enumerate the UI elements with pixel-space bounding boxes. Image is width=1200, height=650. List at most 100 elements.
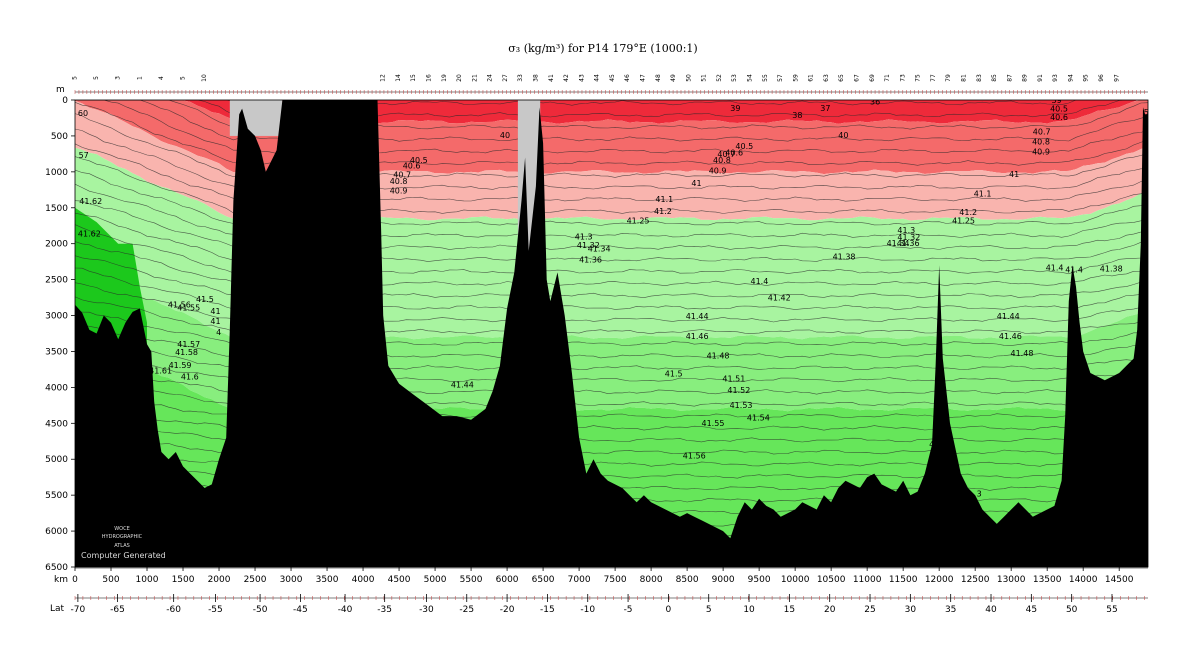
station-label: 10	[201, 74, 208, 82]
distance-tick-label: 8500	[676, 575, 699, 585]
station-label: 5	[180, 76, 187, 80]
latitude-tick-label: 15	[784, 605, 795, 615]
depth-tick-label: 4500	[45, 419, 68, 429]
latitude-tick-label: -25	[459, 605, 474, 615]
station-label: 69	[869, 74, 876, 82]
depth-tick-label: 5500	[45, 491, 68, 501]
computer-generated-label: Computer Generated	[81, 551, 166, 560]
distance-tick-label: 3500	[316, 575, 339, 585]
distance-tick-label: 1500	[172, 575, 195, 585]
woce-logo-line-1: WOCE	[114, 526, 130, 532]
distance-tick-label: 4000	[352, 575, 375, 585]
contour-label: 40	[500, 131, 510, 140]
contour-label: 41.54	[747, 413, 770, 422]
contour-label: 41.46	[686, 332, 709, 341]
contour-label: 41.4	[751, 277, 769, 286]
contour-label: 41.44	[686, 312, 709, 321]
station-label: 77	[930, 74, 937, 82]
station-label: 12	[380, 74, 387, 82]
distance-tick-label: 2000	[208, 575, 231, 585]
contour-label: 41.59	[169, 361, 192, 370]
station-label: 21	[471, 74, 478, 82]
contour-label: 41	[210, 307, 220, 316]
contour-label: 60	[78, 109, 88, 118]
latitude-tick-label: -45	[293, 605, 308, 615]
contour-label: 41.32	[897, 233, 920, 242]
contour-label: 40.6	[403, 161, 421, 170]
distance-tick-label: 12500	[961, 575, 990, 585]
latitude-tick-label: -15	[540, 605, 555, 615]
contour-label: 41.36	[579, 255, 602, 264]
station-label: 54	[747, 74, 754, 82]
distance-tick-label: 5500	[460, 575, 483, 585]
contour-label: 41.3	[575, 232, 593, 241]
contour-label: 41.51	[722, 375, 745, 384]
distance-tick-label: 9500	[748, 575, 771, 585]
station-label: 65	[838, 74, 845, 82]
station-label: 45	[609, 74, 616, 82]
contour-label: 40.9	[390, 186, 408, 195]
station-label: 5	[71, 76, 78, 80]
contour-label: 41.4	[1065, 265, 1083, 274]
bathymetry	[75, 100, 1148, 567]
latitude-tick-label: 0	[666, 605, 672, 615]
depth-tick-label: 1500	[45, 204, 68, 214]
depth-tick-label: 5000	[45, 455, 68, 465]
station-label: 50	[685, 74, 692, 82]
contour-label: 40.6	[1050, 113, 1068, 122]
depth-tick-label: 500	[51, 132, 68, 142]
contour-label: 41.52	[727, 386, 750, 395]
contour-label: 40.5	[410, 156, 428, 165]
station-label: 89	[1022, 74, 1029, 82]
station-label: 53	[731, 74, 738, 82]
station-label: 16	[426, 74, 433, 82]
contour-label: 41.57	[177, 340, 200, 349]
station-label: 44	[594, 74, 601, 82]
latitude-tick-label: -10	[580, 605, 595, 615]
depth-unit-label: m	[56, 85, 65, 95]
contour-label: 40.8	[390, 177, 408, 186]
distance-unit-label: km	[54, 575, 68, 585]
station-label: 57	[777, 74, 784, 82]
contour-label: 40.8	[1032, 138, 1050, 147]
distance-tick-label: 10500	[817, 575, 846, 585]
contour-label: 40.5	[1050, 105, 1068, 114]
station-label: 5	[93, 76, 100, 80]
latitude-tick-label: -35	[377, 605, 392, 615]
contour-label: 41.55	[177, 304, 200, 313]
latitude-tick-label: 30	[905, 605, 917, 615]
latitude-tick-label: -20	[500, 605, 515, 615]
station-label: 20	[456, 74, 463, 82]
contour-label: 41.38	[833, 253, 856, 262]
station-label: 19	[441, 74, 448, 82]
station-label: 27	[502, 74, 509, 82]
latitude-tick-label: 5	[706, 605, 712, 615]
contour-label: 37	[820, 104, 830, 113]
woce-logo: WOCE HYDROGRAPHIC ATLAS	[102, 526, 143, 549]
station-label: 94	[1068, 74, 1075, 82]
distance-tick-label: 10000	[781, 575, 810, 585]
latitude-tick-label: 50	[1066, 605, 1078, 615]
contour-label: 41.56	[168, 301, 191, 310]
station-label: 38	[533, 74, 540, 82]
contour-label: 40.8	[713, 156, 731, 165]
contour-label: 38	[792, 111, 802, 120]
station-label: 73	[899, 74, 906, 82]
contour-label: 41.58	[175, 348, 198, 357]
contour-label: 39	[730, 104, 740, 113]
latitude-axis: -70 -65 -60 -55 -50 -45 -40 -35 -30 -25 -20 -15 -10-…	[71, 594, 1148, 615]
distance-tick-label: 14500	[1105, 575, 1134, 585]
contour-label: 4	[929, 440, 934, 449]
station-label: 96	[1098, 74, 1105, 82]
depth-tick-label: 2000	[45, 240, 68, 250]
contour-label: 41.3	[897, 226, 915, 235]
distance-tick-label: 13500	[1033, 575, 1062, 585]
latitude-axis-label: Lat	[50, 604, 65, 614]
plot-frame	[74, 99, 1149, 568]
station-label: 85	[991, 74, 998, 82]
contour-label: 40.7	[1033, 128, 1051, 137]
contour-label: 41.6	[181, 373, 199, 382]
latitude-tick-label: 40	[985, 605, 997, 615]
contour-label: 41.53	[730, 401, 753, 410]
